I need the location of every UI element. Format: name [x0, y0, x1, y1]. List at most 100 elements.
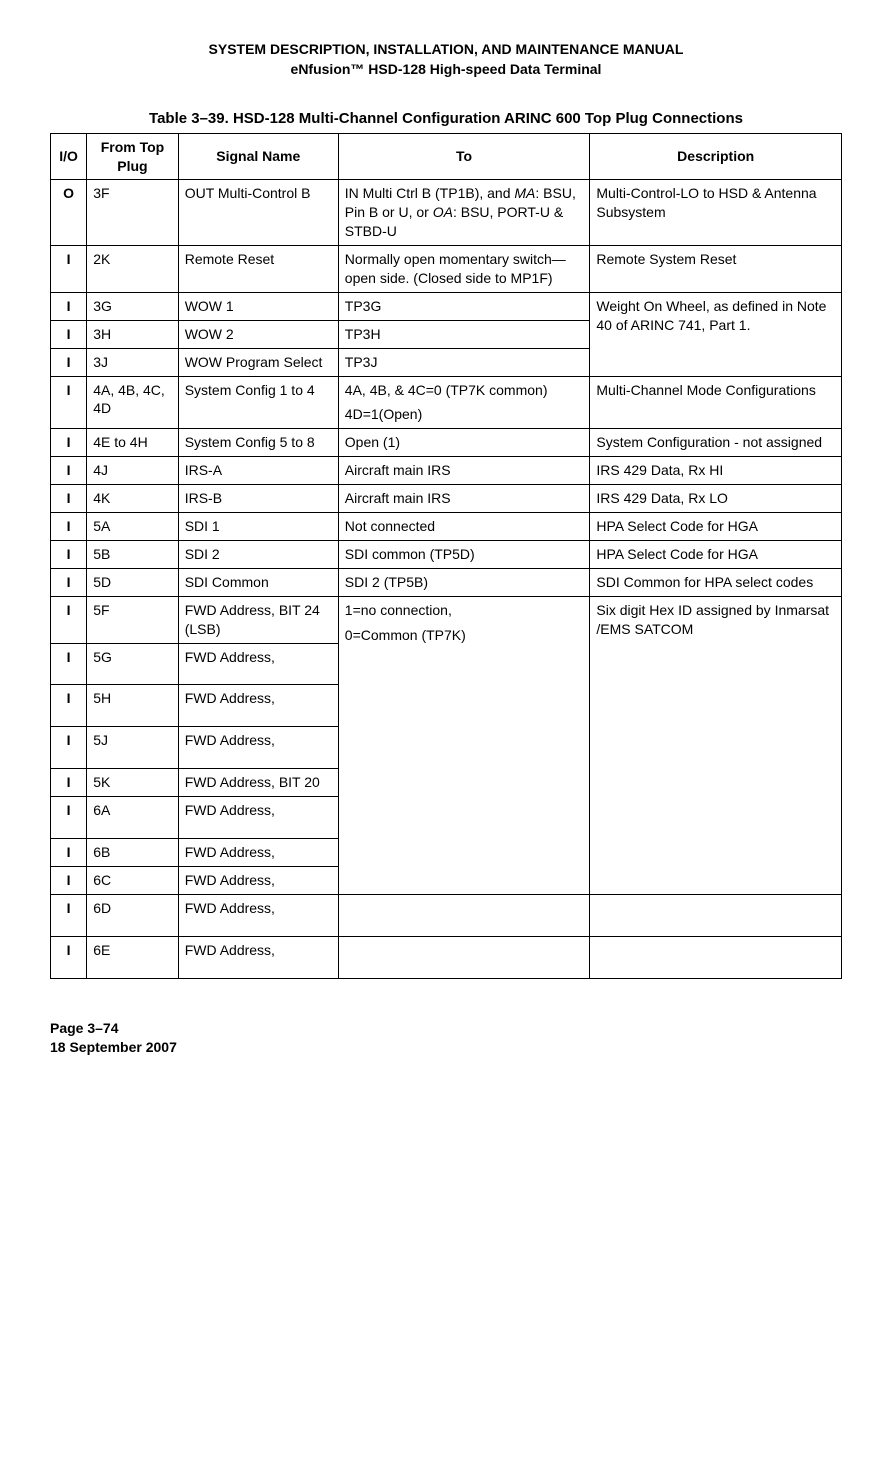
cell-signal: Remote Reset: [178, 246, 338, 293]
cell-from: 5J: [87, 727, 178, 769]
text-italic: MA: [514, 185, 535, 201]
cell-io: I: [51, 292, 87, 320]
cell-from: 2K: [87, 246, 178, 293]
cell-from: 5G: [87, 643, 178, 685]
cell-desc: HPA Select Code for HGA: [590, 513, 842, 541]
footer-page: Page 3–74: [50, 1019, 842, 1039]
cell-from: 3J: [87, 348, 178, 376]
table-row: I 3G WOW 1 TP3G Weight On Wheel, as defi…: [51, 292, 842, 320]
cell-from: 3H: [87, 320, 178, 348]
table-caption: Table 3–39. HSD-128 Multi-Channel Config…: [50, 109, 842, 129]
cell-io: I: [51, 485, 87, 513]
cell-from: 6A: [87, 797, 178, 839]
cell-desc: System Configuration - not assigned: [590, 429, 842, 457]
cell-io: I: [51, 727, 87, 769]
doc-header: SYSTEM DESCRIPTION, INSTALLATION, AND MA…: [50, 40, 842, 79]
cell-from: 6E: [87, 936, 178, 978]
col-header-desc: Description: [590, 133, 842, 180]
cell-io: I: [51, 568, 87, 596]
table-row: I 5A SDI 1 Not connected HPA Select Code…: [51, 513, 842, 541]
cell-from: 5B: [87, 540, 178, 568]
cell-signal: SDI 2: [178, 540, 338, 568]
cell-to: Aircraft main IRS: [338, 457, 590, 485]
cell-io: I: [51, 866, 87, 894]
cell-to: 4A, 4B, & 4C=0 (TP7K common) 4D=1(Open): [338, 376, 590, 429]
col-header-to: To: [338, 133, 590, 180]
table-row: I 4E to 4H System Config 5 to 8 Open (1)…: [51, 429, 842, 457]
cell-signal: OUT Multi-Control B: [178, 180, 338, 246]
cell-io: I: [51, 838, 87, 866]
cell-io: I: [51, 513, 87, 541]
cell-desc: IRS 429 Data, Rx LO: [590, 485, 842, 513]
cell-signal: FWD Address, BIT 20: [178, 769, 338, 797]
table-row: I 4K IRS-B Aircraft main IRS IRS 429 Dat…: [51, 485, 842, 513]
cell-io: I: [51, 643, 87, 685]
cell-signal: WOW 1: [178, 292, 338, 320]
table-row: O 3F OUT Multi-Control B IN Multi Ctrl B…: [51, 180, 842, 246]
table-row: I 5F FWD Address, BIT 24 (LSB) 1=no conn…: [51, 596, 842, 643]
cell-io: I: [51, 769, 87, 797]
cell-to: TP3G: [338, 292, 590, 320]
table-row: I 5D SDI Common SDI 2 (TP5B) SDI Common …: [51, 568, 842, 596]
cell-from: 4A, 4B, 4C, 4D: [87, 376, 178, 429]
connections-table: I/O From Top Plug Signal Name To Descrip…: [50, 133, 842, 979]
cell-io: I: [51, 246, 87, 293]
cell-signal: SDI 1: [178, 513, 338, 541]
cell-io: I: [51, 797, 87, 839]
table-header-row: I/O From Top Plug Signal Name To Descrip…: [51, 133, 842, 180]
cell-signal: FWD Address,: [178, 685, 338, 727]
cell-from: 5H: [87, 685, 178, 727]
cell-signal: FWD Address,: [178, 838, 338, 866]
cell-to: Aircraft main IRS: [338, 485, 590, 513]
cell-io: I: [51, 457, 87, 485]
cell-signal: System Config 5 to 8: [178, 429, 338, 457]
cell-io: O: [51, 180, 87, 246]
text: 4A, 4B, & 4C=0 (TP7K common): [345, 381, 584, 400]
text: 4D=1(Open): [345, 405, 584, 424]
cell-desc: [590, 894, 842, 936]
cell-io: I: [51, 685, 87, 727]
cell-to: SDI common (TP5D): [338, 540, 590, 568]
cell-desc: [590, 936, 842, 978]
cell-io: I: [51, 320, 87, 348]
text-italic: OA: [433, 204, 453, 220]
doc-header-line2: eNfusion™ HSD-128 High-speed Data Termin…: [50, 60, 842, 80]
cell-to: Not connected: [338, 513, 590, 541]
cell-to: 1=no connection, 0=Common (TP7K): [338, 596, 590, 894]
cell-from: 4J: [87, 457, 178, 485]
table-row: I 5B SDI 2 SDI common (TP5D) HPA Select …: [51, 540, 842, 568]
cell-desc: Multi-Channel Mode Configurations: [590, 376, 842, 429]
cell-from: 4K: [87, 485, 178, 513]
cell-from: 3F: [87, 180, 178, 246]
cell-to: SDI 2 (TP5B): [338, 568, 590, 596]
table-row: I 2K Remote Reset Normally open momentar…: [51, 246, 842, 293]
cell-io: I: [51, 936, 87, 978]
col-header-from: From Top Plug: [87, 133, 178, 180]
text: 1=no connection,: [345, 601, 584, 620]
cell-signal: FWD Address,: [178, 936, 338, 978]
cell-desc: Six digit Hex ID assigned by Inmarsat /E…: [590, 596, 842, 894]
cell-signal: FWD Address,: [178, 894, 338, 936]
cell-desc: IRS 429 Data, Rx HI: [590, 457, 842, 485]
cell-desc: HPA Select Code for HGA: [590, 540, 842, 568]
table-row: I 4J IRS-A Aircraft main IRS IRS 429 Dat…: [51, 457, 842, 485]
cell-signal: SDI Common: [178, 568, 338, 596]
cell-from: 5K: [87, 769, 178, 797]
table-row: I 6E FWD Address,: [51, 936, 842, 978]
col-header-signal: Signal Name: [178, 133, 338, 180]
cell-signal: FWD Address,: [178, 727, 338, 769]
doc-header-line1: SYSTEM DESCRIPTION, INSTALLATION, AND MA…: [50, 40, 842, 60]
cell-from: 5D: [87, 568, 178, 596]
cell-signal: FWD Address,: [178, 643, 338, 685]
footer-date: 18 September 2007: [50, 1038, 842, 1058]
cell-io: I: [51, 376, 87, 429]
cell-signal: WOW Program Select: [178, 348, 338, 376]
cell-signal: FWD Address, BIT 24 (LSB): [178, 596, 338, 643]
cell-from: 4E to 4H: [87, 429, 178, 457]
text: 0=Common (TP7K): [345, 626, 584, 645]
cell-from: 3G: [87, 292, 178, 320]
table-row: I 4A, 4B, 4C, 4D System Config 1 to 4 4A…: [51, 376, 842, 429]
cell-io: I: [51, 894, 87, 936]
cell-from: 6D: [87, 894, 178, 936]
cell-to: Normally open momentary switch—open side…: [338, 246, 590, 293]
